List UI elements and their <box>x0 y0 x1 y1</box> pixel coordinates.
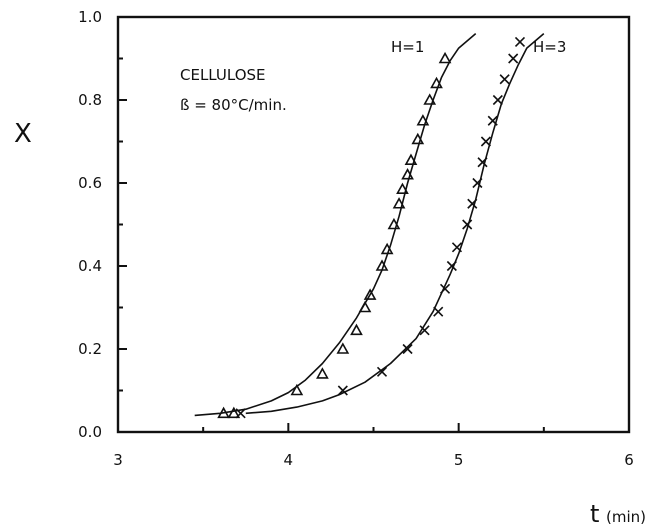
data-point-x <box>462 219 473 230</box>
data-point-x <box>433 306 444 317</box>
data-point-x <box>477 157 488 168</box>
data-point-x <box>439 283 451 294</box>
data-point-x <box>337 385 348 396</box>
y-tick-label-0.6: 0.6 <box>78 174 102 192</box>
x-axis-label: t <box>590 500 599 528</box>
y-tick-label-0.8: 0.8 <box>78 91 102 109</box>
y-axis-label: X <box>14 119 32 149</box>
data-point-x <box>480 136 491 147</box>
data-point-triangle <box>217 406 230 419</box>
data-point-triangle <box>380 242 394 255</box>
data-point-triangle <box>411 132 425 145</box>
tick-layer: 3 4 5 6 0.0 0.2 0.4 0.6 0.8 1.0 <box>78 8 634 469</box>
data-point-x <box>376 366 388 377</box>
data-point-triangle <box>387 217 401 230</box>
marker-layer <box>217 36 526 419</box>
data-point-triangle <box>438 51 452 64</box>
data-point-x <box>446 260 457 272</box>
series-label-h1: H=1 <box>391 38 424 56</box>
x-tick-label-4: 4 <box>284 451 294 469</box>
y-tick-label-0.0: 0.0 <box>78 423 102 441</box>
data-point-triangle <box>290 383 304 396</box>
x-axis-unit: (min) <box>606 508 646 526</box>
series-curve-1 <box>194 32 477 417</box>
data-point-x <box>419 325 430 336</box>
y-tick-label-1.0: 1.0 <box>78 8 102 26</box>
data-point-triangle <box>392 197 406 209</box>
annotation-material: CELLULOSE <box>180 66 266 84</box>
data-point-triangle <box>401 168 414 180</box>
series-curve-2 <box>245 32 545 415</box>
data-point-triangle <box>375 259 389 271</box>
y-tick-label-0.2: 0.2 <box>78 340 102 358</box>
data-point-x <box>402 343 413 355</box>
data-point-triangle <box>404 153 418 165</box>
data-point-x <box>514 36 526 47</box>
data-point-x <box>487 115 498 126</box>
data-point-triangle <box>358 300 372 313</box>
series-label-h3: H=3 <box>533 38 566 56</box>
data-point-triangle <box>396 182 409 195</box>
data-point-x <box>472 177 483 189</box>
annotation-heating-rate: ß = 80°C/min. <box>180 96 287 114</box>
data-point-triangle <box>416 114 430 126</box>
y-tick-label-0.4: 0.4 <box>78 257 102 275</box>
data-point-x <box>492 94 503 106</box>
data-point-triangle <box>350 323 363 336</box>
data-point-x <box>467 198 478 209</box>
data-point-triangle <box>363 288 377 300</box>
data-point-x <box>499 74 510 85</box>
data-point-triangle <box>430 76 443 89</box>
data-point-triangle <box>423 93 437 105</box>
x-tick-label-6: 6 <box>624 451 634 469</box>
data-point-triangle <box>227 406 241 419</box>
x-tick-label-3: 3 <box>113 451 123 469</box>
data-point-triangle <box>316 367 329 379</box>
data-point-x <box>451 242 463 253</box>
curve-layer <box>194 32 545 417</box>
data-point-x <box>508 53 519 64</box>
x-tick-label-5: 5 <box>454 451 464 469</box>
data-point-triangle <box>336 342 350 354</box>
data-point-x <box>235 408 246 419</box>
